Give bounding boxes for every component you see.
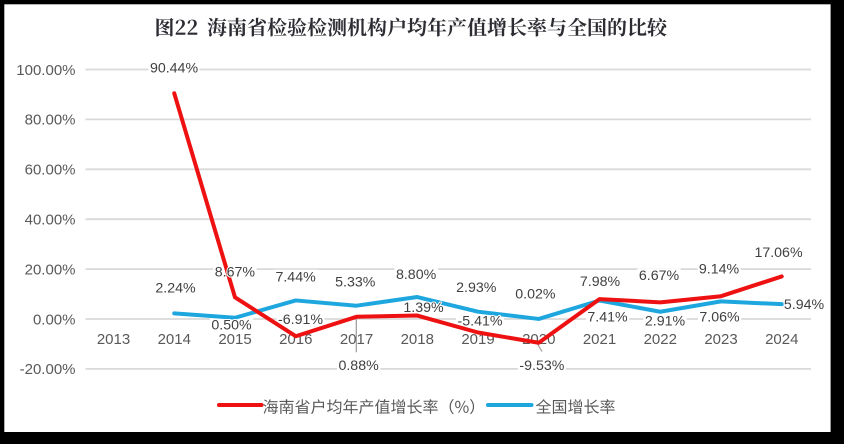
svg-text:0.88%: 0.88% <box>338 358 379 374</box>
svg-text:7.06%: 7.06% <box>699 310 740 326</box>
svg-text:2023: 2023 <box>704 331 737 348</box>
svg-text:-20.00%: -20.00% <box>20 361 76 378</box>
svg-text:80.00%: 80.00% <box>25 112 76 129</box>
svg-text:8.80%: 8.80% <box>396 267 437 283</box>
svg-text:8.67%: 8.67% <box>215 264 256 280</box>
svg-text:100.00%: 100.00% <box>16 62 75 79</box>
svg-text:5.94%: 5.94% <box>784 297 825 313</box>
svg-text:20.00%: 20.00% <box>25 261 76 278</box>
svg-text:2.93%: 2.93% <box>456 280 497 296</box>
svg-text:1.39%: 1.39% <box>403 300 444 316</box>
svg-text:6.67%: 6.67% <box>639 268 680 284</box>
svg-text:-9.53%: -9.53% <box>519 358 564 374</box>
svg-text:0.02%: 0.02% <box>515 286 556 302</box>
svg-text:5.33%: 5.33% <box>335 274 376 290</box>
svg-text:40.00%: 40.00% <box>25 212 76 229</box>
svg-text:-5.41%: -5.41% <box>458 314 503 330</box>
svg-text:2024: 2024 <box>765 331 798 348</box>
svg-text:2.91%: 2.91% <box>645 314 686 330</box>
svg-text:90.44%: 90.44% <box>150 61 199 77</box>
svg-text:60.00%: 60.00% <box>25 162 76 179</box>
svg-text:2013: 2013 <box>97 331 130 348</box>
svg-text:7.41%: 7.41% <box>587 310 628 326</box>
svg-text:2021: 2021 <box>583 331 616 348</box>
svg-text:2022: 2022 <box>644 331 677 348</box>
svg-text:-6.91%: -6.91% <box>278 312 323 328</box>
svg-text:2017: 2017 <box>340 331 373 348</box>
svg-text:0.50%: 0.50% <box>211 318 252 334</box>
svg-text:17.06%: 17.06% <box>754 245 803 261</box>
svg-text:2014: 2014 <box>158 331 191 348</box>
svg-text:2.24%: 2.24% <box>155 281 196 297</box>
svg-text:7.44%: 7.44% <box>275 269 316 285</box>
svg-text:2018: 2018 <box>401 331 434 348</box>
svg-text:9.14%: 9.14% <box>699 262 740 278</box>
svg-text:7.98%: 7.98% <box>580 274 621 290</box>
svg-text:2015: 2015 <box>218 331 251 348</box>
svg-text:0.00%: 0.00% <box>33 311 76 328</box>
